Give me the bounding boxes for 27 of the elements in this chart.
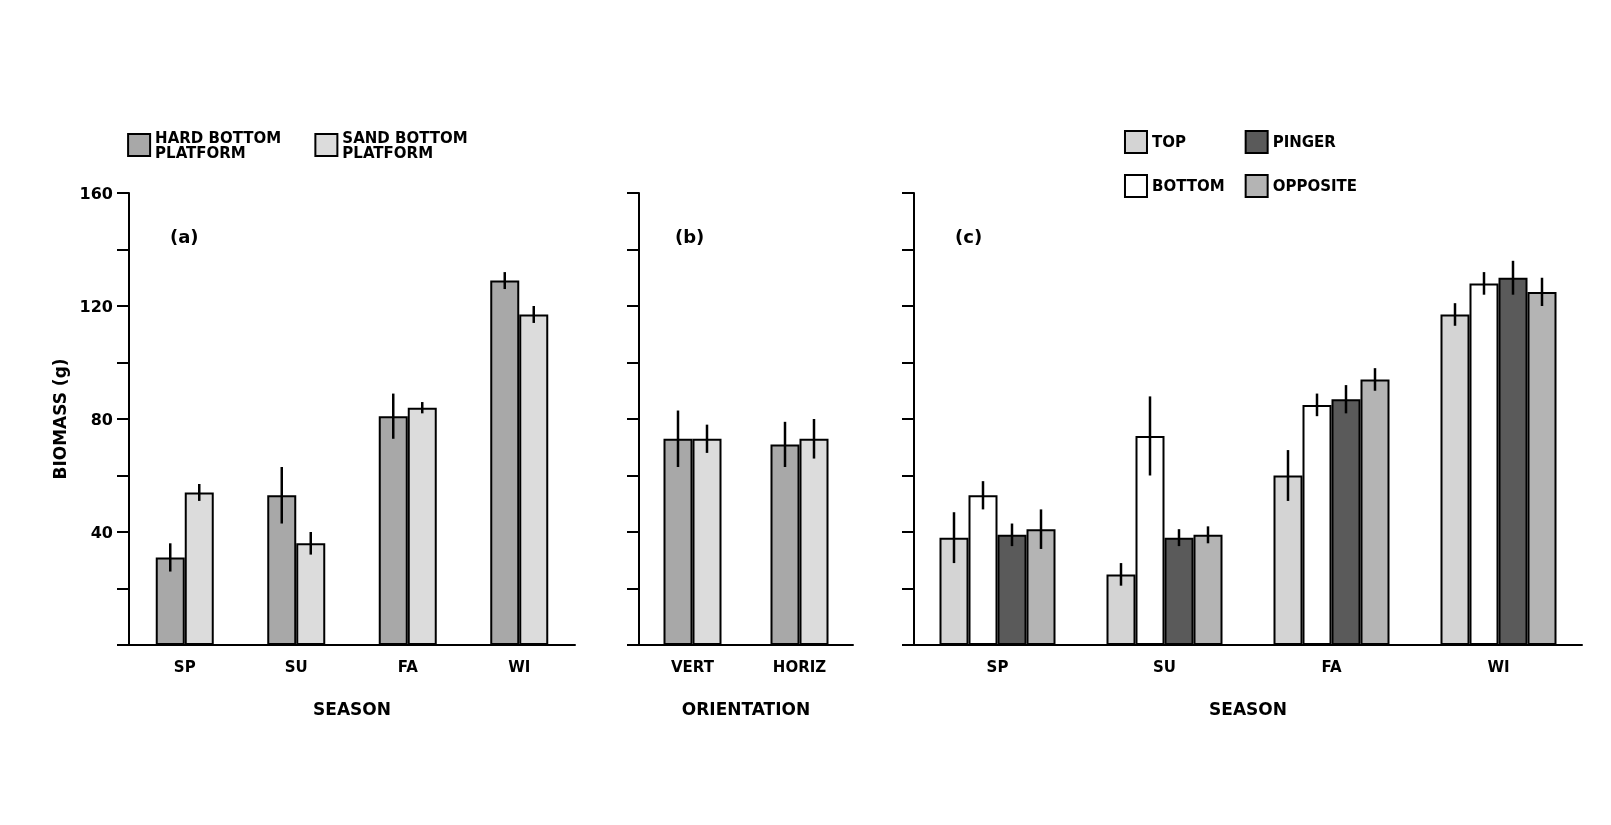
x-tick-label: SU <box>1153 657 1176 676</box>
y-tick-label: 160 <box>79 183 113 203</box>
x-tick-label: FA <box>1321 657 1342 676</box>
y-tick-label: 120 <box>79 296 113 316</box>
legend-label: HARD BOTTOM PLATFORM <box>155 128 287 162</box>
text: (b) <box>675 225 705 247</box>
text: (c) <box>955 225 983 247</box>
x-tick-label: FA <box>397 657 419 676</box>
x-tick-label: SP <box>173 657 196 676</box>
text: (a) <box>170 225 199 247</box>
y-tick-label: 80 <box>90 409 113 429</box>
x-tick-label: HORIZ <box>772 657 827 676</box>
legend-label: TOP <box>1151 133 1186 151</box>
x-axis-title: SEASON <box>1209 698 1287 719</box>
x-tick-label: WI <box>1487 657 1510 676</box>
x-tick-label: WI <box>508 657 531 676</box>
y-axis-title: BIOMASS (g) <box>50 358 71 480</box>
legend-label: BOTTOM <box>1151 177 1225 195</box>
legend-label: SAND BOTTOM PLATFORM <box>342 128 473 162</box>
legend-label: OPPOSITE <box>1272 177 1358 195</box>
x-tick-label: VERT <box>671 657 715 676</box>
y-tick-label: 40 <box>90 522 113 542</box>
legend-label: PINGER <box>1272 133 1337 151</box>
x-axis-title: ORIENTATION <box>681 698 811 719</box>
x-tick-label: SP <box>986 657 1009 676</box>
x-tick-label: SU <box>284 657 308 676</box>
x-axis-title: SEASON <box>313 698 391 719</box>
